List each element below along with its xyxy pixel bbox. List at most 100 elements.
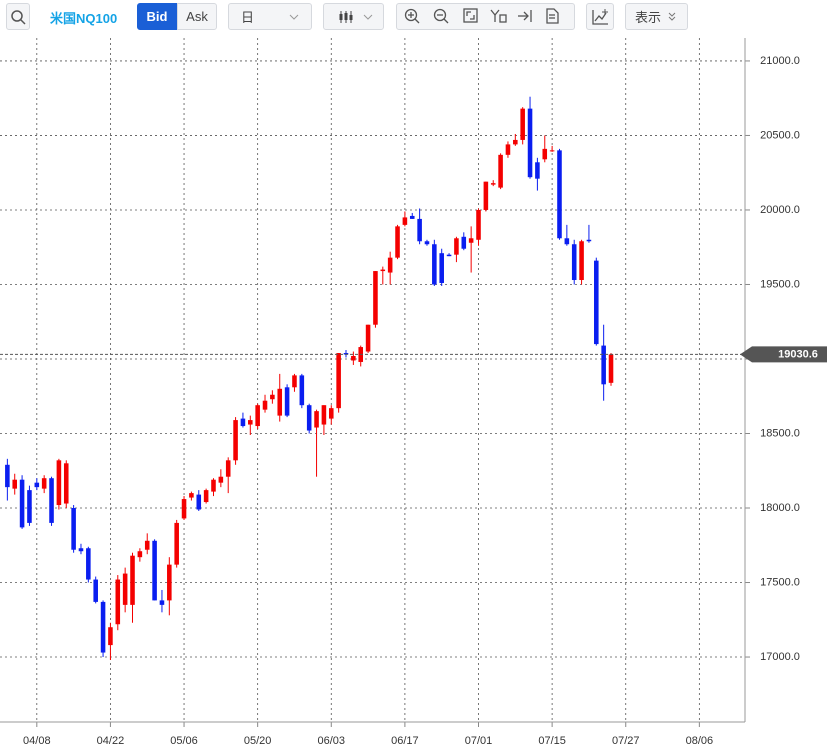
candle-body: [63, 463, 69, 504]
toolbar: 米国NQ100 Bid Ask 日 表示: [0, 0, 827, 36]
candle-body: [255, 405, 260, 427]
candle-body: [159, 600, 165, 605]
display-label: 表示: [635, 10, 662, 25]
candle-body: [571, 244, 577, 281]
candle-body: [262, 400, 268, 410]
candle-body: [277, 388, 283, 416]
candle-body: [594, 260, 599, 345]
y-tick-label: 18500.0: [760, 427, 800, 439]
search-button[interactable]: [6, 3, 30, 30]
candle-body: [586, 239, 592, 242]
candle-body: [432, 244, 437, 285]
candle-body: [203, 490, 209, 503]
candle-body: [93, 579, 98, 602]
candle-body: [483, 181, 489, 210]
candle-body: [446, 254, 452, 257]
candle-body: [365, 324, 371, 352]
candle-body: [417, 218, 422, 242]
candle-body: [137, 551, 143, 558]
candle-body: [49, 478, 54, 523]
y-tick-label: 21000.0: [760, 55, 800, 67]
display-button[interactable]: 表示: [625, 3, 688, 30]
chart: 17000.017500.018000.018500.019000.019500…: [0, 38, 827, 747]
current-price-tag: [740, 346, 827, 363]
candle-body: [527, 108, 533, 178]
candle-icon: [339, 10, 353, 23]
candle-body: [12, 479, 18, 489]
chart-type-select[interactable]: [323, 3, 384, 30]
dropdown-arrow: [289, 14, 299, 20]
ask-button[interactable]: Ask: [177, 3, 217, 30]
bid-button[interactable]: Bid: [137, 3, 177, 30]
candle-body: [549, 150, 555, 152]
candle-body: [579, 241, 584, 281]
candle-body: [225, 460, 231, 477]
candle-body: [211, 479, 216, 492]
chevron-icon: [668, 12, 676, 21]
candle-body: [564, 238, 570, 245]
candle-body: [100, 601, 106, 653]
candle-body: [395, 226, 400, 258]
candle-body: [284, 387, 290, 416]
candle-body: [34, 482, 40, 488]
candle-body: [424, 241, 430, 245]
candle-body: [292, 375, 297, 388]
candle-body: [542, 148, 548, 160]
candle-body: [233, 420, 238, 461]
y-tick-label: 20500.0: [760, 129, 800, 141]
candle-body: [321, 405, 327, 425]
symbol[interactable]: 米国NQ100: [50, 11, 118, 26]
period-label: 日: [241, 10, 255, 25]
candle-body: [314, 411, 319, 428]
y-tick-label: 17000.0: [760, 651, 800, 663]
x-tick-label: 06/17: [391, 735, 419, 747]
candle-body: [218, 476, 224, 483]
period-select[interactable]: 日: [228, 3, 312, 30]
candle-body: [608, 354, 614, 383]
candle-body: [513, 139, 518, 145]
tool-icons: [404, 8, 559, 24]
candle-body: [328, 408, 334, 419]
y-tick-label: 19500.0: [760, 278, 800, 290]
candle-body: [108, 627, 113, 646]
x-tick-label: 04/22: [97, 735, 125, 747]
candle-body: [152, 540, 157, 601]
indicator-button[interactable]: [586, 3, 614, 30]
x-tick-label: 05/06: [170, 735, 198, 747]
candle-body: [409, 215, 415, 219]
candle-body: [439, 253, 444, 283]
y-tick-label: 17500.0: [760, 576, 800, 588]
candle-body: [380, 269, 386, 272]
x-tick-label: 05/20: [244, 735, 272, 747]
candle-body: [498, 154, 503, 188]
candle-body: [461, 236, 467, 249]
x-tick-label: 07/27: [612, 735, 640, 747]
candle-body: [299, 375, 305, 406]
candle-body: [476, 209, 481, 240]
candle-body: [520, 108, 525, 140]
candle-body: [336, 353, 341, 409]
y-tick-label: 18000.0: [760, 502, 800, 514]
current-price-label: 19030.6: [778, 348, 818, 360]
x-tick-label: 07/15: [538, 735, 566, 747]
candle-body: [71, 508, 76, 550]
candle-body: [56, 460, 62, 506]
candle-body: [240, 418, 246, 427]
candle-body: [86, 548, 91, 580]
candle-body: [19, 479, 25, 528]
candle-body: [144, 540, 150, 550]
candle-body: [387, 257, 393, 273]
candle-body: [535, 162, 540, 179]
candle-body: [402, 217, 408, 225]
candle-body: [196, 494, 202, 510]
candle-body: [122, 573, 128, 605]
x-tick-label: 07/01: [465, 735, 493, 747]
indicator-icon: [592, 8, 608, 25]
candle-body: [601, 345, 606, 385]
candle-body: [189, 493, 194, 498]
x-tick-label: 06/03: [318, 735, 346, 747]
candle-body: [78, 548, 84, 552]
y-tick-label: 20000.0: [760, 204, 800, 216]
candle-body: [306, 405, 312, 431]
